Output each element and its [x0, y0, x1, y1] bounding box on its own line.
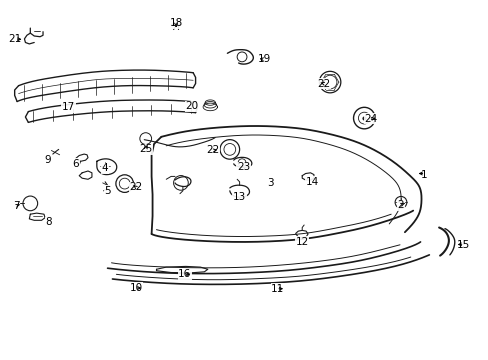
Text: 4: 4 — [102, 163, 108, 174]
Text: 25: 25 — [139, 144, 152, 154]
Text: 21: 21 — [8, 34, 21, 44]
Text: 23: 23 — [236, 162, 250, 172]
Text: 1: 1 — [420, 170, 427, 180]
Text: 16: 16 — [178, 269, 191, 279]
Text: 12: 12 — [295, 237, 308, 247]
Text: 22: 22 — [129, 182, 142, 192]
Text: 22: 22 — [316, 78, 330, 89]
Text: 6: 6 — [72, 159, 79, 169]
Text: 20: 20 — [185, 101, 198, 111]
Text: 2: 2 — [397, 200, 404, 210]
Text: 18: 18 — [169, 18, 183, 28]
Text: 17: 17 — [61, 102, 75, 112]
Text: 22: 22 — [205, 145, 219, 156]
Text: 7: 7 — [13, 201, 20, 211]
Text: 5: 5 — [104, 186, 111, 196]
Text: 11: 11 — [270, 284, 284, 294]
Text: 14: 14 — [305, 177, 318, 187]
Text: 15: 15 — [456, 240, 469, 250]
Text: 24: 24 — [363, 114, 377, 124]
Text: 3: 3 — [266, 178, 273, 188]
Text: 9: 9 — [44, 155, 51, 165]
Text: 8: 8 — [45, 217, 52, 228]
Text: 19: 19 — [257, 54, 270, 64]
Text: 10: 10 — [129, 283, 142, 293]
Text: 13: 13 — [232, 192, 246, 202]
